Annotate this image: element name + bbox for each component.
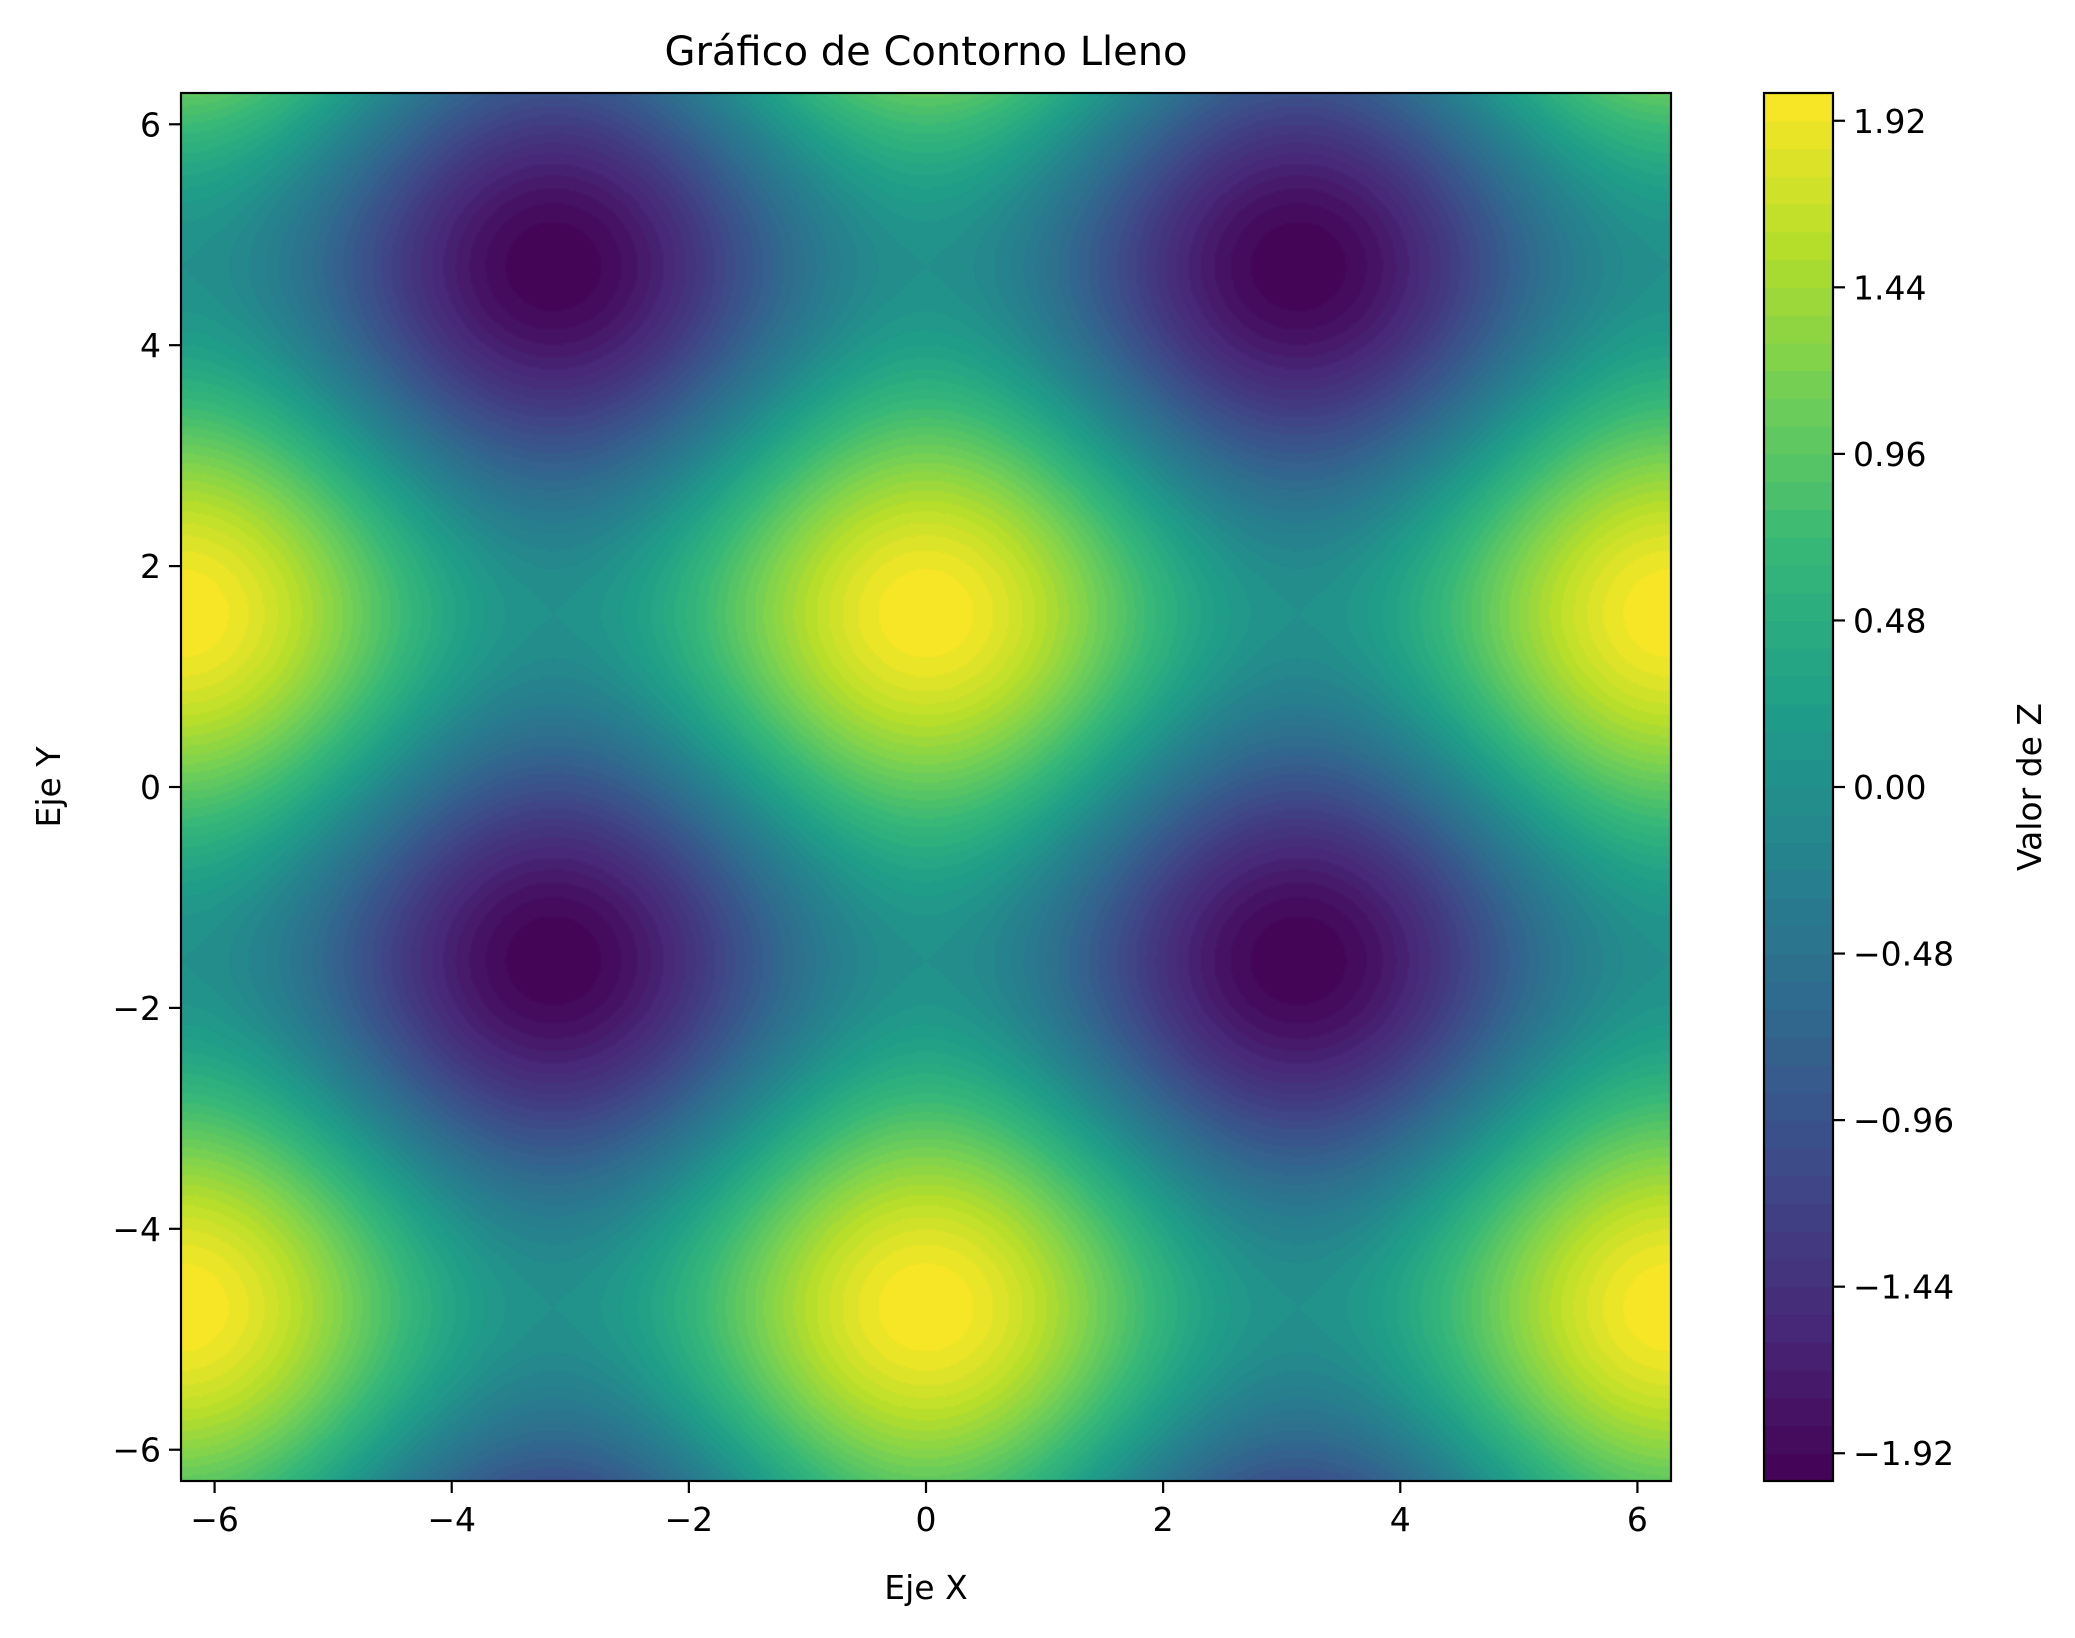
colorbar-band: [1764, 1286, 1833, 1316]
colorbar-band: [1764, 148, 1833, 177]
colorbar-band: [1764, 981, 1833, 1010]
colorbar-tick-label: 1.44: [1853, 268, 1926, 307]
colorbar-band: [1764, 481, 1833, 510]
colorbar-band: [1764, 1397, 1833, 1427]
colorbar-band: [1764, 120, 1833, 150]
colorbar-band: [1764, 703, 1833, 733]
y-tick-label: 2: [140, 547, 161, 586]
y-tick-label: −6: [112, 1431, 161, 1470]
colorbar-band: [1764, 204, 1833, 233]
colorbar-band: [1764, 1425, 1833, 1454]
colorbar-band: [1764, 1092, 1833, 1121]
colorbar-band: [1764, 259, 1833, 288]
colorbar-band: [1764, 925, 1833, 955]
colorbar-tick-label: −0.96: [1853, 1101, 1954, 1140]
x-tick-label: 0: [916, 1500, 937, 1539]
x-tick-label: −4: [427, 1500, 476, 1539]
colorbar-band: [1764, 1120, 1833, 1149]
colorbar-band: [1764, 426, 1833, 455]
colorbar-band: [1764, 1175, 1833, 1204]
colorbar-tick-label: −1.44: [1853, 1268, 1954, 1307]
colorbar-band: [1764, 1064, 1833, 1093]
colorbar-band: [1764, 176, 1833, 205]
colorbar: 1.92 1.44 0.96 0.48 0.00 −0.48 −0.96 −1.44 −1.92…: [1762, 91, 2049, 1483]
colorbar-band: [1764, 287, 1833, 316]
colorbar-band: [1764, 537, 1833, 566]
colorbar-band: [1764, 675, 1833, 705]
colorbar-band: [1764, 759, 1833, 788]
plot-area: [181, 93, 1671, 1481]
contour-fill: [181, 93, 1671, 1481]
colorbar-band: [1764, 870, 1833, 899]
x-tick-label: −6: [190, 1500, 239, 1539]
colorbar-tick-label: −0.48: [1853, 935, 1954, 974]
colorbar-band: [1764, 93, 1833, 122]
x-axis-label: Eje X: [884, 1568, 967, 1607]
colorbar-band: [1764, 898, 1833, 927]
colorbar-tick-label: 0.96: [1853, 435, 1926, 474]
x-tick-label: −2: [665, 1500, 714, 1539]
colorbar-band: [1764, 787, 1833, 816]
y-tick-label: 4: [140, 326, 161, 365]
colorbar-band: [1764, 315, 1833, 344]
y-tick-label: −4: [112, 1210, 161, 1249]
x-axis: −6 −4 −2 0 2 4 6: [190, 1481, 1648, 1539]
colorbar-band: [1764, 1369, 1833, 1399]
colorbar-band: [1764, 1036, 1833, 1066]
y-axis-label: Eje Y: [29, 746, 68, 828]
colorbar-tick-label: 0.48: [1853, 601, 1926, 640]
chart-title: Gráfico de Contorno Lleno: [664, 29, 1187, 75]
colorbar-band: [1764, 842, 1833, 871]
colorbar-band: [1764, 731, 1833, 760]
y-axis: −6 −4 −2 0 2 4 6: [112, 105, 181, 1470]
x-tick-label: 4: [1390, 1500, 1411, 1539]
colorbar-band: [1764, 231, 1833, 261]
colorbar-band: [1764, 814, 1833, 844]
colorbar-ticks: 1.92 1.44 0.96 0.48 0.00 −0.48 −0.96 −1.44 −1.92: [1833, 102, 1954, 1473]
colorbar-band: [1764, 1231, 1833, 1260]
colorbar-band: [1764, 509, 1833, 538]
colorbar-tick-label: −1.92: [1853, 1434, 1954, 1473]
colorbar-band: [1764, 1203, 1833, 1232]
colorbar-band: [1764, 1314, 1833, 1343]
x-tick-label: 2: [1153, 1500, 1174, 1539]
colorbar-label: Valor de Z: [2010, 703, 2049, 871]
colorbar-band: [1764, 592, 1833, 622]
colorbar-band: [1764, 620, 1833, 649]
x-tick-label: 6: [1627, 1500, 1648, 1539]
colorbar-tick-label: 0.00: [1853, 768, 1926, 807]
colorbar-band: [1764, 370, 1833, 399]
colorbar-band: [1764, 564, 1833, 594]
colorbar-band: [1764, 648, 1833, 677]
y-tick-label: 0: [140, 768, 161, 807]
colorbar-band: [1764, 1342, 1833, 1371]
colorbar-band: [1764, 453, 1833, 483]
colorbar-band: [1764, 1009, 1833, 1038]
colorbar-band: [1764, 342, 1833, 372]
y-tick-label: 6: [140, 105, 161, 144]
colorbar-band: [1764, 953, 1833, 982]
colorbar-band: [1764, 1147, 1833, 1177]
colorbar-tick-label: 1.92: [1853, 102, 1926, 141]
colorbar-band: [1764, 398, 1833, 427]
colorbar-band: [1764, 1258, 1833, 1288]
colorbar-band: [1764, 1453, 1833, 1482]
y-tick-label: −2: [112, 989, 161, 1028]
